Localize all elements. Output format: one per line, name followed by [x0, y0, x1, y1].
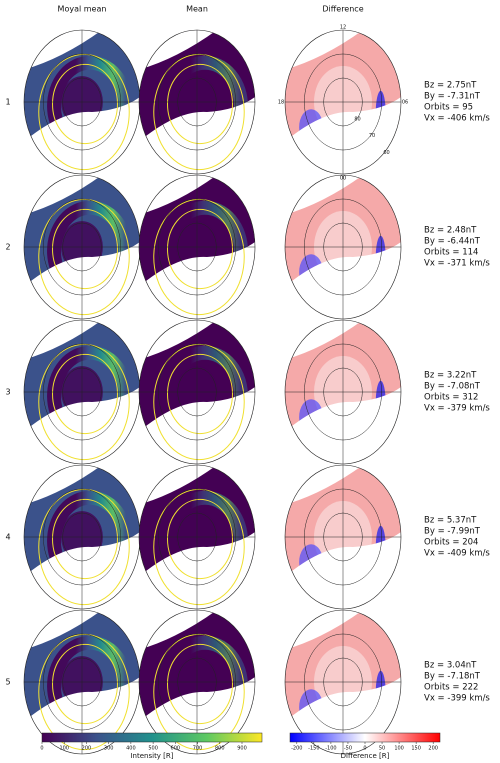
row-param: Vx = -371 km/s	[424, 259, 490, 269]
row-param: Bz = 3.22nT	[424, 371, 477, 381]
row-label: 5	[5, 678, 10, 687]
model-oval	[153, 343, 245, 461]
model-oval	[153, 198, 245, 316]
row-param: By = -7.31nT	[424, 92, 481, 102]
model-oval	[167, 498, 233, 580]
colorbar-tick-label: 600	[171, 746, 181, 752]
model-oval	[38, 343, 130, 461]
row-param: Bz = 5.37nT	[424, 516, 477, 526]
colorbar-tick-label: 0	[363, 746, 366, 752]
model-oval	[52, 63, 118, 145]
model-oval	[52, 498, 118, 580]
model-oval	[153, 53, 245, 171]
colorbar-label: Intensity [R]	[130, 752, 173, 760]
model-oval	[38, 198, 130, 316]
model-oval	[52, 208, 118, 290]
colorbar-tick-label: 0	[40, 746, 43, 752]
row-param: Vx = -379 km/s	[424, 404, 490, 414]
colorbar-tick-label: 400	[126, 746, 136, 752]
colorbar	[289, 732, 441, 743]
colorbar-tick-label: 100	[394, 746, 404, 752]
mlt-label: 06	[402, 100, 408, 106]
column-title: Mean	[186, 5, 208, 14]
row-param: Orbits = 222	[424, 683, 478, 693]
colorbar-tick-label: -50	[344, 746, 352, 752]
colorbar-tick-label: -200	[291, 746, 302, 752]
column-title: Difference	[322, 5, 363, 14]
row-label: 4	[5, 533, 10, 542]
colorbar-tick-label: 700	[193, 746, 203, 752]
lat-label: 80	[354, 116, 360, 122]
colorbar	[41, 732, 263, 743]
mlt-label: 00	[340, 176, 346, 182]
row-param: By = -6.44nT	[424, 237, 481, 247]
column-title: Moyal mean	[58, 5, 107, 14]
mlt-label: 12	[340, 25, 346, 31]
row-param: Orbits = 95	[424, 103, 473, 113]
model-oval	[52, 353, 118, 435]
model-oval	[167, 643, 233, 725]
model-oval	[167, 63, 233, 145]
colorbar-label: Difference [R]	[341, 752, 390, 760]
colorbar-tick-label: 200	[428, 746, 438, 752]
mlt-label: 18	[278, 100, 284, 106]
row-param: Orbits = 312	[424, 393, 478, 403]
model-oval	[153, 488, 245, 606]
colorbar-tick-label: 150	[411, 746, 421, 752]
row-label: 2	[5, 243, 10, 252]
model-oval	[38, 488, 130, 606]
row-param: Orbits = 204	[424, 538, 478, 548]
model-oval	[167, 208, 233, 290]
lat-label: 70	[369, 133, 375, 139]
row-param: Bz = 3.04nT	[424, 661, 477, 671]
colorbar-tick-label: 200	[82, 746, 92, 752]
row-label: 1	[5, 98, 10, 107]
row-param: By = -7.08nT	[424, 382, 481, 392]
model-oval	[38, 633, 130, 751]
row-param: Vx = -409 km/s	[424, 549, 490, 559]
colorbar-tick-label: 100	[59, 746, 69, 752]
row-label: 3	[5, 388, 10, 397]
colorbar-tick-label: 800	[215, 746, 225, 752]
row-param: By = -7.99nT	[424, 527, 481, 537]
model-oval	[153, 633, 245, 751]
colorbar-tick-label: 900	[237, 746, 247, 752]
colorbar-tick-label: 300	[104, 746, 114, 752]
lat-label: 60	[383, 150, 389, 156]
row-param: Bz = 2.48nT	[424, 226, 477, 236]
model-oval	[167, 353, 233, 435]
model-oval	[52, 643, 118, 725]
model-oval	[38, 53, 130, 171]
row-param: Vx = -406 km/s	[424, 114, 490, 124]
row-param: Vx = -399 km/s	[424, 694, 490, 704]
row-param: Orbits = 114	[424, 248, 478, 258]
colorbar-tick-label: -150	[308, 746, 319, 752]
row-param: By = -7.18nT	[424, 672, 481, 682]
colorbar-tick-label: -100	[325, 746, 336, 752]
colorbar-tick-label: 50	[379, 746, 385, 752]
colorbar-tick-label: 500	[148, 746, 158, 752]
row-param: Bz = 2.75nT	[424, 81, 477, 91]
